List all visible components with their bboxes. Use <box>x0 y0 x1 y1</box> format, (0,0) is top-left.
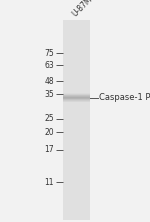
Text: U-87MG: U-87MG <box>70 0 98 19</box>
Text: Caspase-1 P10: Caspase-1 P10 <box>99 93 150 102</box>
Text: 25: 25 <box>44 114 54 123</box>
Text: 11: 11 <box>45 178 54 186</box>
Text: 20: 20 <box>44 128 54 137</box>
Bar <box>63 101 90 102</box>
Text: 35: 35 <box>44 90 54 99</box>
Text: 48: 48 <box>44 77 54 85</box>
Bar <box>63 95 90 96</box>
Bar <box>63 98 90 99</box>
Bar <box>63 94 90 95</box>
Bar <box>63 96 90 97</box>
Bar <box>63 97 90 98</box>
Bar <box>63 20 90 220</box>
Text: 63: 63 <box>44 61 54 70</box>
Bar <box>63 99 90 100</box>
Text: 75: 75 <box>44 49 54 58</box>
Text: 17: 17 <box>44 145 54 154</box>
Bar <box>63 100 90 101</box>
Bar <box>63 93 90 94</box>
